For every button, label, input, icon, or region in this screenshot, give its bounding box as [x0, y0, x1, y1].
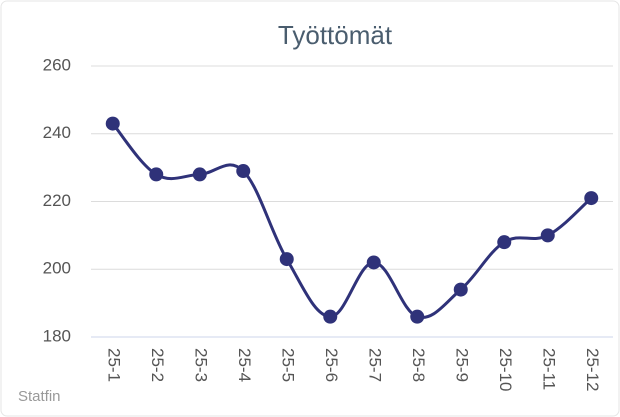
x-tick-label: 25-8 [409, 348, 428, 382]
chart-title: Työttömät [278, 20, 393, 50]
x-tick-label: 25-3 [191, 348, 210, 382]
point [584, 191, 599, 206]
y-tick-label: 260 [43, 55, 71, 74]
point [540, 228, 555, 243]
y-tick-label: 240 [43, 123, 71, 142]
y-tick-label: 200 [43, 259, 71, 278]
y-tick-label: 180 [43, 326, 71, 345]
point [323, 309, 338, 324]
point [410, 309, 425, 324]
x-tick-label: 25-4 [235, 348, 254, 382]
credit: Statfin [18, 388, 61, 405]
x-tick-label: 25-9 [452, 348, 471, 382]
point [149, 167, 164, 182]
point [366, 255, 381, 270]
x-tick-label: 25-11 [539, 348, 558, 390]
y-tick-label: 220 [43, 191, 71, 210]
x-tick-label: 25-1 [104, 348, 123, 382]
x-tick-label: 25-7 [365, 348, 384, 382]
x-tick-label: 25-5 [278, 348, 297, 382]
x-tick-label: 25-12 [583, 348, 602, 391]
point [279, 252, 294, 267]
point [497, 235, 512, 250]
x-tick-label: 25-10 [496, 348, 515, 391]
x-tick-label: 25-6 [322, 348, 341, 382]
point [236, 164, 251, 179]
point [453, 282, 468, 297]
point [192, 167, 207, 182]
x-tick-label: 25-2 [148, 348, 167, 382]
point [105, 116, 120, 131]
